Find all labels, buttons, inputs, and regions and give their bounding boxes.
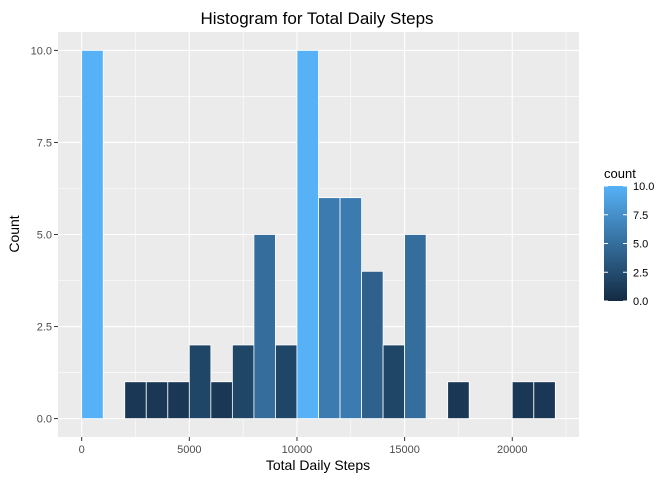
histogram-bar-12 <box>339 197 362 419</box>
histogram-bar-11 <box>318 197 341 419</box>
legend-tick-label: 5.0 <box>633 239 648 251</box>
histogram-bar-10 <box>296 50 319 419</box>
legend-tick-label: 7.5 <box>633 210 648 222</box>
histogram-bar-2 <box>124 381 147 419</box>
histogram-bar-14 <box>382 344 406 419</box>
legend-title: count <box>604 166 636 181</box>
histogram-bar-4 <box>167 381 190 419</box>
legend-ticks: 0.0 2.5 5.0 7.5 10.0 <box>604 181 654 308</box>
legend-tick-label: 0.0 <box>633 296 648 308</box>
histogram-bar-8 <box>253 234 276 419</box>
histogram-bar-21 <box>533 381 556 419</box>
x-tick-label: 20000 <box>497 444 528 456</box>
x-tick-label: 10000 <box>282 444 313 456</box>
y-axis-title: Count <box>6 215 22 252</box>
x-tick-label: 15000 <box>389 444 420 456</box>
histogram-bar-20 <box>511 381 535 419</box>
histogram-bar-9 <box>275 344 298 419</box>
y-tick-label: 2.5 <box>37 322 52 334</box>
chart-title: Histogram for Total Daily Steps <box>200 9 433 28</box>
histogram-bar-17 <box>447 381 470 419</box>
color-legend: count 0.0 2.5 5.0 7.5 10.0 <box>604 166 654 308</box>
histogram-bar-5 <box>188 344 212 419</box>
y-axis: 0.0 2.5 5.0 7.5 10.0 <box>31 45 58 426</box>
legend-colorbar <box>604 186 627 301</box>
x-axis-title: Total Daily Steps <box>266 457 370 473</box>
legend-tick-label: 10.0 <box>633 181 654 193</box>
legend-tick-label: 2.5 <box>633 267 648 279</box>
x-tick-label: 5000 <box>177 444 201 456</box>
x-tick-label: 0 <box>79 444 85 456</box>
histogram-bar-7 <box>231 344 255 419</box>
histogram-bars <box>81 50 556 419</box>
histogram-bar-3 <box>145 381 169 419</box>
y-tick-label: 10.0 <box>31 45 52 57</box>
y-tick-label: 7.5 <box>37 137 52 149</box>
y-tick-label: 0.0 <box>37 414 52 426</box>
histogram-bar-0 <box>81 50 104 419</box>
histogram-bar-6 <box>210 381 233 419</box>
x-axis: 0 5000 10000 15000 20000 <box>79 437 528 456</box>
histogram-bar-13 <box>361 270 384 419</box>
histogram-bar-15 <box>404 234 427 419</box>
y-tick-label: 5.0 <box>37 230 52 242</box>
